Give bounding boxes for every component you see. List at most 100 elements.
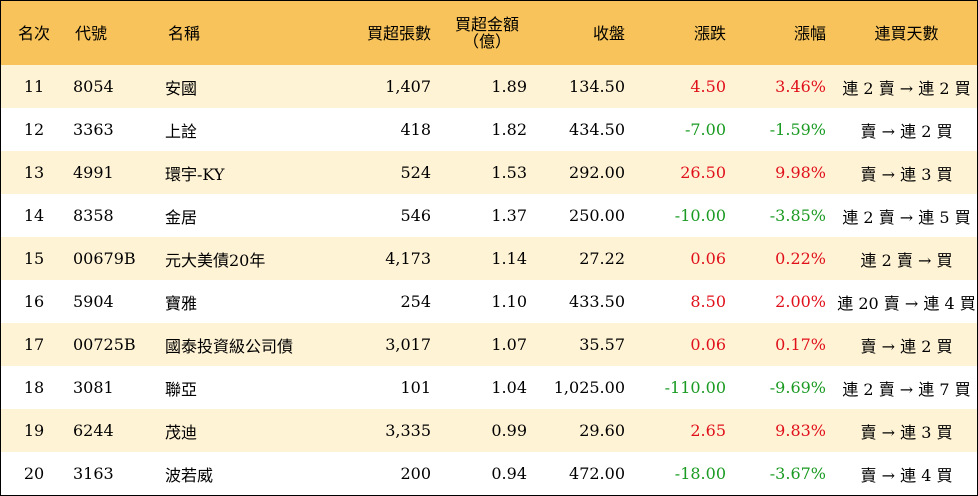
cell-rank: 20 bbox=[23, 464, 45, 483]
cell-code: 00725B bbox=[73, 335, 136, 354]
cell-volume: 101 bbox=[400, 378, 431, 397]
cell-code: 8054 bbox=[73, 77, 114, 96]
cell-pct: 0.22% bbox=[775, 249, 826, 268]
cell-name: 金居 bbox=[165, 207, 198, 227]
cell-rank: 11 bbox=[23, 77, 45, 96]
cell-streak: 連 2 賣 → 連 7 買 bbox=[842, 379, 971, 399]
cell-rank: 17 bbox=[23, 335, 45, 354]
cell-name: 上詮 bbox=[165, 121, 198, 141]
cell-code: 3163 bbox=[73, 464, 114, 483]
table-row: 14 8358 金居 546 1.37 250.00 -10.00 -3.85% 連 2 賣 →… bbox=[1, 194, 977, 237]
cell-change: 26.50 bbox=[680, 163, 726, 182]
cell-streak: 連 2 賣 → 連 5 買 bbox=[842, 207, 971, 227]
header-close: 收盤 bbox=[592, 23, 625, 43]
cell-change: -7.00 bbox=[684, 120, 726, 139]
cell-rank: 14 bbox=[23, 206, 45, 225]
header-volume: 買超張數 bbox=[366, 23, 431, 43]
cell-streak: 連 2 賣 → 連 2 買 bbox=[842, 78, 971, 98]
cell-amount: 1.10 bbox=[491, 292, 527, 311]
cell-code: 3363 bbox=[73, 120, 114, 139]
cell-volume: 200 bbox=[400, 464, 431, 483]
cell-amount: 0.99 bbox=[491, 421, 527, 440]
table-row: 19 6244 茂迪 3,335 0.99 29.60 2.65 9.83% 賣 → 連 3 買 bbox=[1, 409, 977, 452]
cell-volume: 524 bbox=[400, 163, 431, 182]
cell-amount: 1.37 bbox=[491, 206, 527, 225]
cell-volume: 546 bbox=[400, 206, 431, 225]
header-name: 名稱 bbox=[168, 23, 201, 43]
cell-close: 292.00 bbox=[569, 163, 625, 182]
cell-amount: 1.53 bbox=[491, 163, 527, 182]
cell-name: 波若威 bbox=[165, 465, 214, 485]
header-rank: 名次 bbox=[17, 23, 50, 43]
cell-pct: 3.46% bbox=[775, 77, 826, 96]
cell-change: 0.06 bbox=[690, 249, 726, 268]
cell-close: 250.00 bbox=[569, 206, 625, 225]
table-row: 20 3163 波若威 200 0.94 472.00 -18.00 -3.67% 賣 → 連 … bbox=[1, 452, 977, 495]
cell-streak: 賣 → 連 2 買 bbox=[860, 121, 953, 141]
cell-change: 0.06 bbox=[690, 335, 726, 354]
cell-pct: -3.67% bbox=[769, 464, 826, 483]
cell-name: 元大美債20年 bbox=[165, 250, 266, 270]
cell-rank: 15 bbox=[23, 249, 45, 268]
cell-close: 35.57 bbox=[579, 335, 625, 354]
header-amount: 買超金額 （億） bbox=[441, 1, 537, 65]
header-code: 代號 bbox=[75, 23, 108, 43]
cell-close: 433.50 bbox=[569, 292, 625, 311]
table-row: 15 00679B 元大美債20年 4,173 1.14 27.22 0.06 0.22% 連 … bbox=[1, 237, 977, 280]
cell-amount: 1.89 bbox=[491, 77, 527, 96]
cell-rank: 18 bbox=[23, 378, 45, 397]
cell-code: 6244 bbox=[73, 421, 114, 440]
cell-volume: 1,407 bbox=[385, 77, 431, 96]
cell-amount: 0.94 bbox=[491, 464, 527, 483]
cell-change: 8.50 bbox=[690, 292, 726, 311]
cell-change: -110.00 bbox=[664, 378, 726, 397]
cell-change: 2.65 bbox=[690, 421, 726, 440]
header-amount-line2: （億） bbox=[462, 32, 511, 51]
cell-pct: 2.00% bbox=[775, 292, 826, 311]
cell-volume: 254 bbox=[400, 292, 431, 311]
cell-close: 472.00 bbox=[569, 464, 625, 483]
cell-code: 4991 bbox=[73, 163, 114, 182]
cell-rank: 16 bbox=[23, 292, 45, 311]
cell-code: 3081 bbox=[73, 378, 114, 397]
cell-streak: 賣 → 連 2 買 bbox=[860, 336, 953, 356]
cell-streak: 賣 → 連 3 買 bbox=[860, 164, 953, 184]
cell-close: 134.50 bbox=[569, 77, 625, 96]
cell-change: -18.00 bbox=[674, 464, 726, 483]
table-row: 16 5904 寶雅 254 1.10 433.50 8.50 2.00% 連 20 賣 → 連… bbox=[1, 280, 977, 323]
cell-rank: 13 bbox=[23, 163, 45, 182]
cell-close: 27.22 bbox=[579, 249, 625, 268]
cell-volume: 418 bbox=[400, 120, 431, 139]
cell-streak: 連 2 賣 → 買 bbox=[860, 250, 953, 270]
cell-code: 5904 bbox=[73, 292, 114, 311]
table-row: 12 3363 上詮 418 1.82 434.50 -7.00 -1.59% 賣 → 連 2 … bbox=[1, 108, 977, 151]
cell-code: 00679B bbox=[73, 249, 136, 268]
table-body: 11 8054 安國 1,407 1.89 134.50 4.50 3.46% 連 2 賣 → … bbox=[1, 65, 977, 495]
table-row: 11 8054 安國 1,407 1.89 134.50 4.50 3.46% 連 2 賣 → … bbox=[1, 65, 977, 108]
cell-pct: 0.17% bbox=[775, 335, 826, 354]
header-change: 漲跌 bbox=[693, 23, 726, 43]
cell-pct: -1.59% bbox=[769, 120, 826, 139]
cell-streak: 賣 → 連 4 買 bbox=[860, 465, 953, 485]
cell-rank: 19 bbox=[23, 421, 45, 440]
header-pct: 漲幅 bbox=[793, 23, 826, 43]
cell-amount: 1.04 bbox=[491, 378, 527, 397]
cell-amount: 1.14 bbox=[491, 249, 527, 268]
header-streak: 連買天數 bbox=[874, 23, 939, 43]
cell-volume: 3,017 bbox=[385, 335, 431, 354]
cell-name: 聯亞 bbox=[165, 379, 198, 399]
cell-name: 安國 bbox=[165, 78, 198, 98]
cell-name: 環宇-KY bbox=[165, 164, 225, 184]
cell-name: 茂迪 bbox=[165, 422, 198, 442]
cell-pct: 9.83% bbox=[775, 421, 826, 440]
table-header-row: 名次 代號 名稱 買超張數 買超金額 （億） 收盤 漲跌 漲幅 連買天數 bbox=[1, 1, 977, 65]
cell-volume: 4,173 bbox=[385, 249, 431, 268]
cell-close: 29.60 bbox=[579, 421, 625, 440]
cell-change: 4.50 bbox=[690, 77, 726, 96]
table-row: 17 00725B 國泰投資級公司債 3,017 1.07 35.57 0.06 0.17% 賣… bbox=[1, 323, 977, 366]
cell-code: 8358 bbox=[73, 206, 114, 225]
cell-close: 1,025.00 bbox=[553, 378, 625, 397]
cell-pct: -3.85% bbox=[769, 206, 826, 225]
